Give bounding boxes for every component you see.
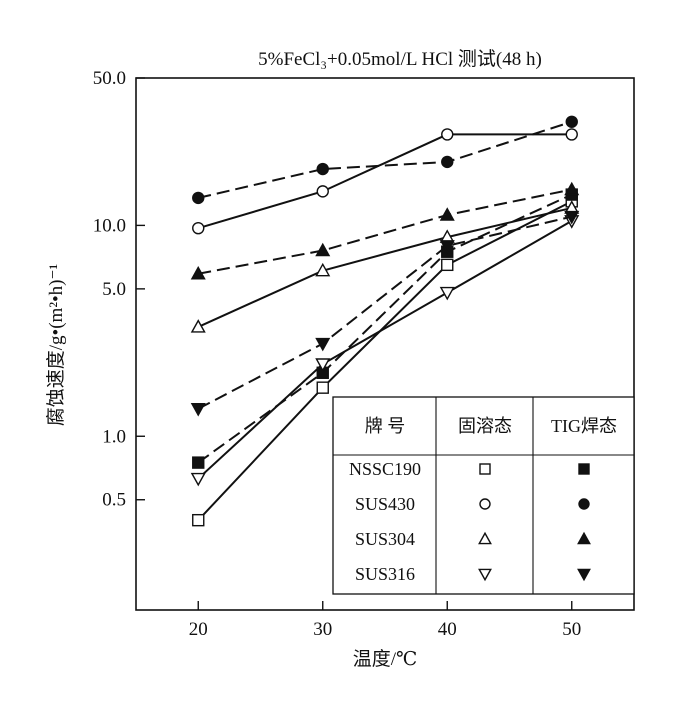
series-line-2 xyxy=(197,133,572,230)
legend-tig-symbol-1: ● xyxy=(578,498,590,510)
y-tick-label-2: 5.0 xyxy=(102,279,126,300)
legend-row-name-2: SUS304 xyxy=(355,529,415,549)
series-2-point-0 xyxy=(192,221,205,235)
series-line-6 xyxy=(197,220,573,480)
series-2-point-1 xyxy=(316,185,329,198)
series-3-point-2 xyxy=(441,155,454,169)
series-6-point-1 xyxy=(315,358,331,372)
series-2-point-2 xyxy=(441,128,454,141)
series-1-point-0 xyxy=(192,456,205,469)
series-7-point-3 xyxy=(564,210,580,225)
series-3-point-1 xyxy=(316,162,329,176)
series-7-point-2 xyxy=(439,240,455,254)
legend: 牌 号 固溶态 TIG焊态 NSSC190 □ ■ SUS430 ○ ● SUS304 △ ▲ S… xyxy=(332,396,635,595)
series-line-0 xyxy=(197,200,573,521)
legend-row-name-0: NSSC190 xyxy=(349,459,421,479)
legend-tig-symbol-2: ▲ xyxy=(577,531,591,545)
x-tick-label-1: 30 xyxy=(313,619,332,640)
series-line-1 xyxy=(197,193,573,464)
series-0-point-0 xyxy=(192,513,205,527)
legend-header-solution: 固溶态 xyxy=(458,416,512,436)
legend-row-name-3: SUS316 xyxy=(355,564,415,584)
series-line-7 xyxy=(197,215,572,410)
x-tick-label-2: 40 xyxy=(438,619,457,640)
legend-tig-symbol-0: ■ xyxy=(578,463,590,475)
series-6-point-2 xyxy=(439,286,455,301)
series-0-point-1 xyxy=(316,381,329,394)
series-2 xyxy=(192,128,578,235)
legend-solution-symbol-0: □ xyxy=(479,463,491,475)
y-axis-ticks: 50.0 10.0 5.0 1.0 0.5 xyxy=(93,68,145,511)
series-3-point-3 xyxy=(565,115,578,128)
series-7-point-0 xyxy=(190,403,206,417)
x-axis-label: 温度/℃ xyxy=(353,648,418,670)
legend-rows: NSSC190 □ ■ SUS430 ○ ● SUS304 △ ▲ SUS316 ▽ ▼ xyxy=(349,459,591,584)
series-7-point-1 xyxy=(315,337,331,352)
y-tick-label-0: 50.0 xyxy=(93,68,126,89)
series-5-point-3 xyxy=(564,181,580,196)
legend-row-name-1: SUS430 xyxy=(355,494,415,514)
x-tick-label-0: 20 xyxy=(189,619,208,640)
legend-header-grade: 牌 号 xyxy=(365,416,406,436)
legend-box xyxy=(332,396,635,595)
series-5-point-0 xyxy=(190,265,206,280)
series-6 xyxy=(190,215,580,487)
legend-header-tig: TIG焊态 xyxy=(551,416,617,436)
y-tick-label-1: 10.0 xyxy=(93,215,126,236)
x-axis-ticks: 20 30 40 50 xyxy=(189,601,581,640)
series-5 xyxy=(190,181,580,280)
series-0-point-2 xyxy=(441,258,454,272)
legend-solution-symbol-1: ○ xyxy=(479,498,491,510)
series-5-point-1 xyxy=(315,242,331,257)
series-4 xyxy=(190,200,580,333)
series-line-4 xyxy=(197,206,572,328)
legend-tig-symbol-3: ▼ xyxy=(577,568,591,582)
y-axis-label: 腐蚀速度/g•(m²•h)⁻¹ xyxy=(45,263,67,426)
legend-solution-symbol-3: ▽ xyxy=(478,568,492,582)
series-6-point-0 xyxy=(190,472,206,487)
series-4-point-0 xyxy=(190,319,206,333)
chart-title: 5%FeCl₃+0.05mol/L HCl 测试(48 h) xyxy=(258,48,542,70)
series-2-point-3 xyxy=(565,128,578,141)
plot-frame xyxy=(135,77,635,611)
series-layer xyxy=(190,115,580,527)
y-tick-label-4: 0.5 xyxy=(102,490,126,511)
series-4-point-1 xyxy=(315,262,331,277)
series-line-3 xyxy=(198,120,573,199)
series-line-5 xyxy=(198,188,572,275)
series-3 xyxy=(192,115,578,205)
legend-solution-symbol-2: △ xyxy=(478,531,492,545)
series-3-point-0 xyxy=(192,191,205,205)
y-tick-label-3: 1.0 xyxy=(102,426,126,447)
series-7 xyxy=(190,210,580,417)
x-tick-label-3: 50 xyxy=(562,619,581,640)
series-5-point-2 xyxy=(439,207,455,221)
